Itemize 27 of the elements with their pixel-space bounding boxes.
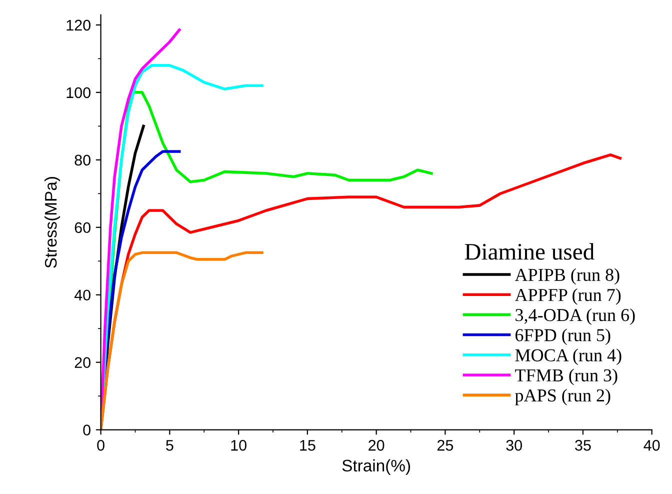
x-tick-label: 25 (437, 440, 454, 451)
x-tick-label: 5 (166, 440, 174, 451)
x-tick-label: 30 (506, 440, 522, 451)
y-tick-label: 20 (74, 357, 90, 368)
legend-label: APPFP (run 7) (514, 288, 621, 305)
y-tick-label: 60 (74, 222, 90, 234)
legend-label: TFMB (run 3) (515, 368, 618, 386)
legend-label: 6FPD (run 5) (516, 328, 610, 345)
legend-title: Diamine used (464, 243, 594, 260)
legend-label: MOCA (run 4) (515, 348, 622, 366)
y-axis-title: Stress(MPa) (44, 177, 60, 268)
line-series (100, 251, 264, 430)
x-tick-label: 0 (97, 440, 104, 451)
x-tick-label: 20 (368, 440, 384, 451)
x-tick-label: 35 (575, 440, 591, 451)
y-tick-label: 0 (83, 424, 90, 436)
legend-label: APIPB (run 8) (514, 268, 620, 285)
x-tick-label: 10 (231, 440, 246, 451)
y-tick-label: 40 (74, 290, 90, 301)
x-tick-label: 40 (644, 440, 660, 451)
y-tick-label: 80 (74, 154, 90, 166)
legend-label: pAPS (run 2) (515, 388, 610, 406)
x-tick-label: 15 (300, 440, 316, 451)
legend-label: 3,4-ODA (run 6) (516, 308, 635, 325)
x-axis-title: Strain(%) (342, 459, 410, 475)
y-tick-label: 120 (66, 20, 90, 31)
y-tick-label: 100 (66, 87, 90, 98)
